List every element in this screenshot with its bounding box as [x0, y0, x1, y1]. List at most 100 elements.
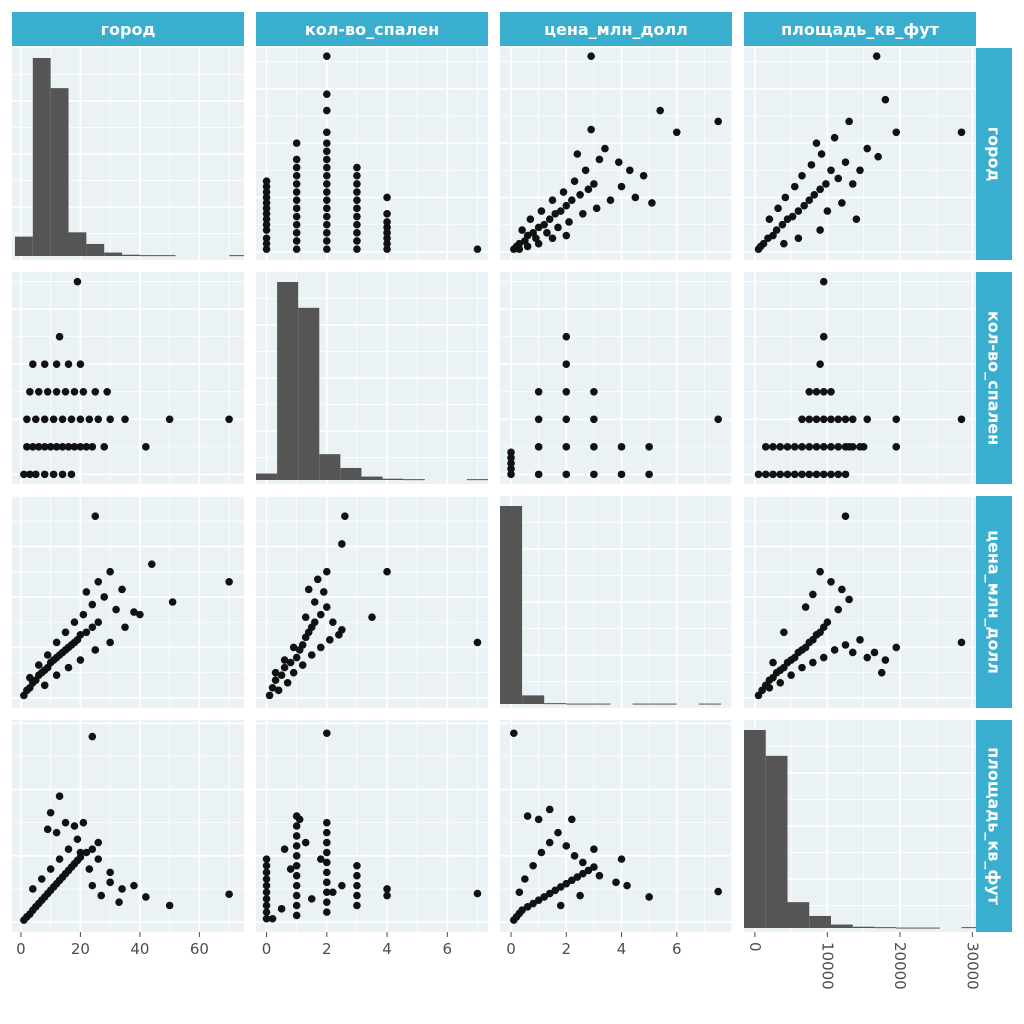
row-strip-var4: площадь_кв_фут: [976, 720, 1012, 932]
panel-background: [500, 272, 732, 484]
histogram-bar: [50, 88, 69, 256]
scatter-point: [88, 623, 97, 632]
scatter-point: [103, 387, 111, 396]
scatter-point: [61, 387, 70, 396]
scatter-point: [52, 671, 61, 679]
scatter-point: [830, 646, 839, 654]
x-axis-var1: 0 20 40 60: [16, 932, 209, 958]
scatter-point: [307, 651, 316, 659]
scatter-point: [614, 158, 623, 166]
scatter-point: [776, 678, 785, 687]
histogram-bar: [86, 243, 105, 256]
x-tick-label: 20000: [891, 942, 909, 990]
scatter-point: [323, 196, 331, 205]
scatter-point: [656, 106, 664, 115]
scatter-point: [892, 443, 901, 451]
scatter-point: [323, 828, 331, 837]
scatter-point: [26, 470, 34, 479]
scatter-point: [507, 459, 515, 468]
scatter-point: [323, 204, 331, 213]
scatter-point: [534, 815, 543, 824]
scatter-point: [338, 540, 346, 548]
scatter-point: [507, 465, 515, 473]
scatter-point: [590, 443, 598, 451]
scatter-point: [316, 855, 325, 863]
scatter-point: [37, 875, 46, 883]
histogram-bar: [961, 927, 976, 929]
scatter-point: [292, 196, 301, 205]
scatter-point: [292, 188, 301, 196]
panel-var2-var4: [256, 720, 488, 932]
histogram-bar: [382, 478, 404, 480]
scatter-point: [329, 888, 337, 897]
scatter-point: [23, 443, 31, 451]
scatter-point: [262, 199, 271, 207]
scatter-point: [61, 818, 70, 827]
scatter-point: [262, 234, 271, 243]
scatter-point: [142, 443, 150, 451]
scatter-point: [76, 443, 85, 451]
scatter-point: [841, 641, 850, 649]
histogram-bar: [466, 479, 488, 481]
scatter-point: [323, 868, 331, 877]
scatter-point: [769, 443, 777, 451]
scatter-point: [64, 443, 73, 451]
scatter-point: [292, 204, 301, 213]
scatter-point: [40, 360, 49, 369]
scatter-point: [562, 201, 571, 210]
scatter-point: [29, 360, 37, 369]
scatter-point: [581, 166, 590, 175]
scatter-point: [353, 212, 361, 221]
scatter-point: [280, 656, 289, 664]
scatter-point: [473, 638, 482, 647]
scatter-point: [55, 792, 64, 800]
histogram-bar: [500, 506, 523, 704]
scatter-point: [617, 470, 626, 479]
scatter-point: [368, 613, 376, 621]
scatter-point: [579, 858, 587, 867]
scatter-point: [46, 443, 55, 451]
scatter-point: [714, 887, 722, 896]
scatter-point: [115, 898, 123, 906]
scatter-point: [772, 226, 781, 234]
scatter-point: [612, 878, 620, 887]
scatter-point: [570, 852, 579, 860]
row-strip-label: город: [985, 127, 1004, 182]
scatter-point: [848, 180, 857, 188]
column-strip-bg: [500, 12, 732, 46]
scatter-point: [292, 842, 301, 850]
scatter-point: [507, 454, 515, 462]
scatter-point: [262, 215, 271, 224]
scatter-point: [800, 201, 808, 210]
scatter-point: [790, 182, 799, 191]
scatter-point: [523, 242, 532, 251]
scatter-point: [88, 600, 97, 609]
scatter-point: [554, 828, 562, 837]
scatter-point: [590, 470, 598, 479]
scatter-point: [812, 443, 821, 451]
row-strip-bg: [976, 496, 1012, 708]
scatter-point: [529, 861, 537, 870]
scatter-point: [761, 443, 770, 451]
scatter-point: [823, 207, 832, 215]
scatter-point: [82, 443, 91, 451]
histogram-bar: [588, 703, 611, 705]
scatter-point: [121, 623, 129, 632]
scatter-point: [809, 658, 817, 667]
scatter-point: [383, 234, 391, 243]
scatter-point: [313, 575, 322, 584]
row-strips: город кол-во_спален цена_млн_долл площадь_к…: [976, 48, 1012, 932]
scatter-point: [834, 174, 843, 183]
column-strip-var4: площадь_кв_фут: [744, 12, 976, 46]
scatter-point: [819, 653, 828, 662]
scatter-point: [292, 653, 301, 662]
scatter-point: [76, 415, 85, 424]
scatter-point: [812, 387, 821, 396]
scatter-point: [283, 678, 292, 687]
scatter-point: [316, 643, 325, 652]
scatter-point: [94, 855, 103, 863]
panel-var4-var4: [744, 720, 976, 932]
column-strip-bg: [744, 12, 976, 46]
scatter-point: [816, 226, 824, 234]
